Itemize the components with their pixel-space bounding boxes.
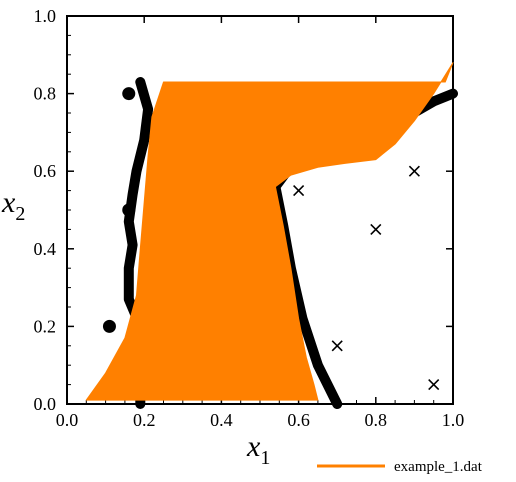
y-axis-label-sub: 2 [15, 203, 25, 225]
y-tick-label-5: 1.0 [34, 6, 57, 26]
x-axis-label: x1 [246, 430, 270, 469]
x-axis-label-sub: 1 [260, 447, 270, 469]
cross-point-2 [370, 223, 382, 235]
y-tick-label-2: 0.4 [34, 239, 57, 259]
x-tick-label-2: 0.4 [210, 410, 233, 430]
y-tick-label-4: 0.8 [34, 84, 57, 104]
x-tick-label-4: 0.8 [365, 410, 388, 430]
legend-label-example-1: example_1.dat [394, 459, 483, 475]
x-tick-label-0: 0.0 [56, 410, 79, 430]
plot-layer-fill [85, 62, 454, 401]
y-tick-label-3: 0.6 [34, 161, 57, 181]
dot-point-0 [122, 87, 136, 101]
x-tick-label-1: 0.2 [133, 410, 156, 430]
dot-point-2 [102, 319, 116, 333]
legend: example_1.dat [317, 459, 483, 475]
x-tick-label-5: 1.0 [442, 410, 465, 430]
y-axis-label: x2 [1, 186, 25, 225]
y-tick-label-0: 0.0 [34, 394, 57, 414]
cross-point-0 [293, 185, 305, 197]
x-axis-label-base: x [246, 430, 261, 463]
tick-labels: 0.0 0.2 0.4 0.6 0.8 1.0 0.0 0.2 0.4 0.6 0.8 1.0 [34, 6, 465, 430]
cross-point-4 [428, 379, 440, 391]
orange-region [85, 62, 454, 401]
x-tick-label-3: 0.6 [287, 410, 310, 430]
cross-point-1 [408, 165, 420, 177]
y-tick-label-1: 0.2 [34, 316, 57, 336]
cross-point-3 [331, 340, 343, 352]
y-axis-label-base: x [1, 186, 16, 219]
